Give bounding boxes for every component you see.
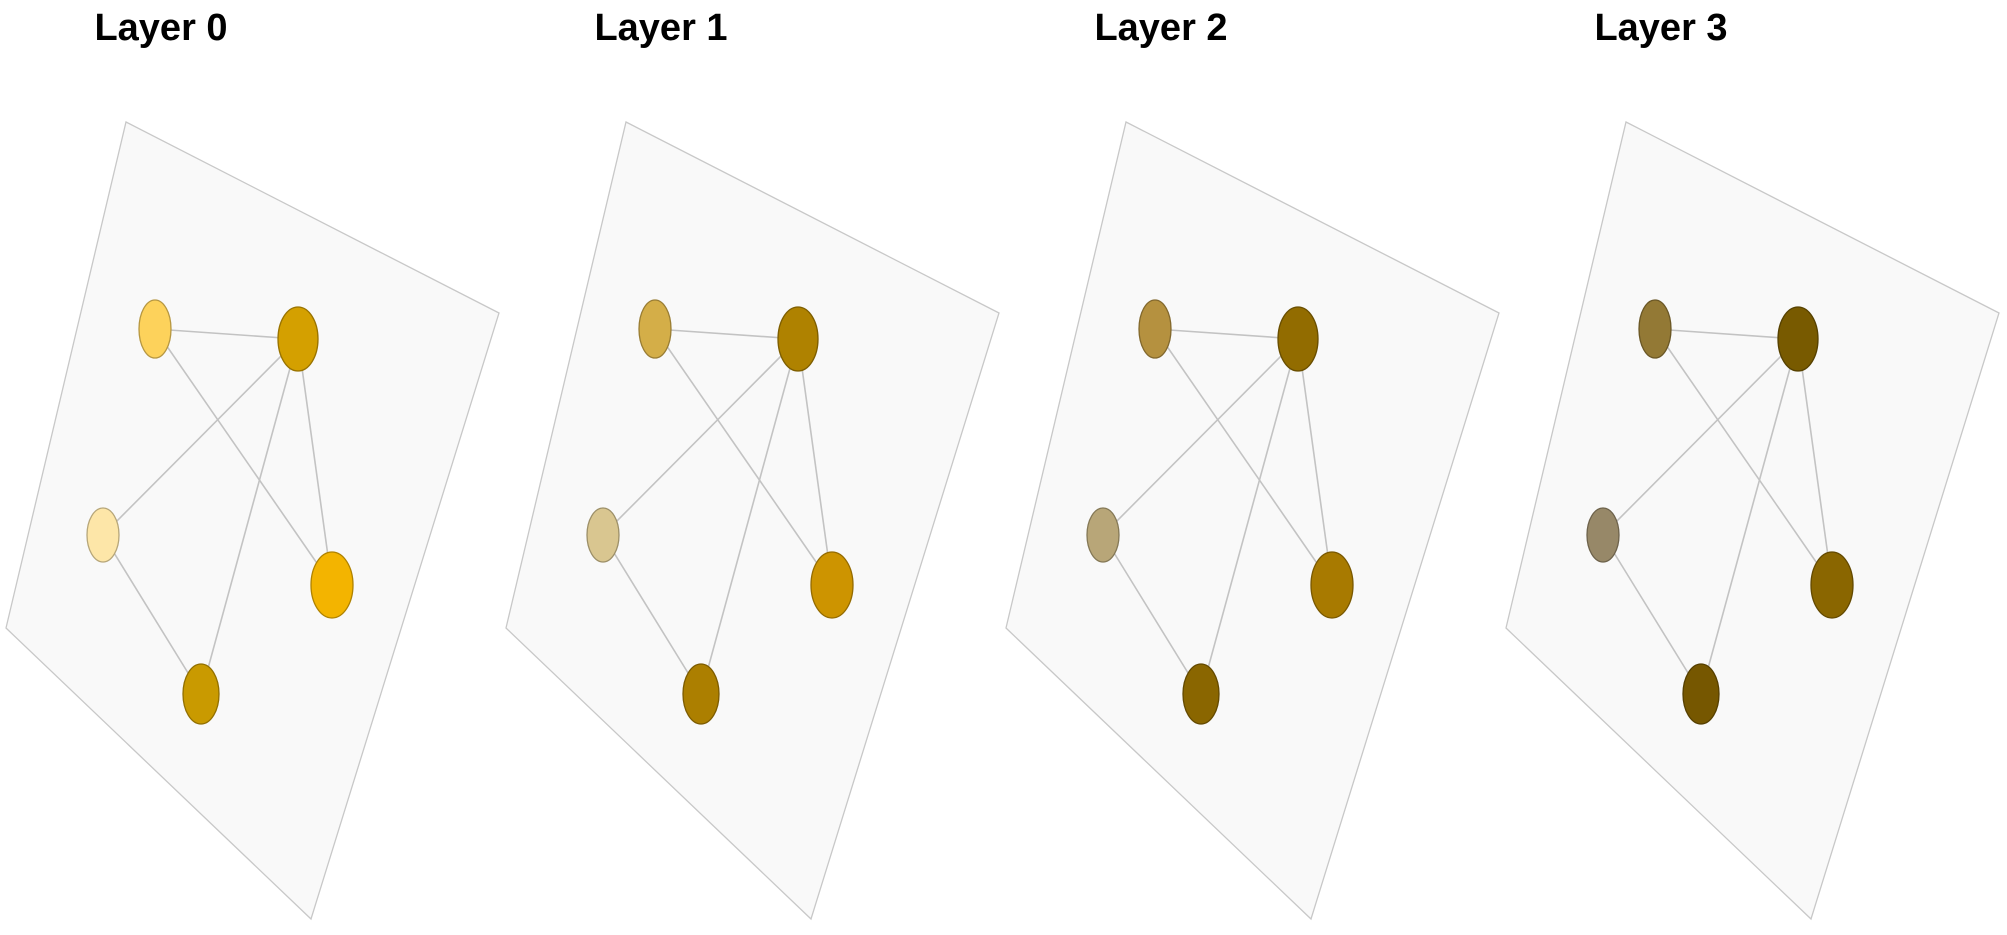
edge-n0-n1 xyxy=(654,328,799,340)
edge-n0-n1 xyxy=(154,328,299,340)
node-n4 xyxy=(682,663,720,725)
edge-n0-n3 xyxy=(1154,328,1333,586)
layer-plane xyxy=(1005,121,1500,921)
layer-panel-2: Layer 2 xyxy=(1005,7,1500,921)
layer-title: Layer 0 xyxy=(94,7,227,49)
node-n0 xyxy=(138,299,172,359)
layer-panel-3: Layer 3 xyxy=(1505,7,2000,921)
edge-n2-n4 xyxy=(1102,534,1202,695)
edge-n2-n4 xyxy=(102,534,202,695)
node-n1 xyxy=(1777,306,1819,372)
node-n4 xyxy=(182,663,220,725)
edge-n2-n4 xyxy=(602,534,702,695)
node-n3 xyxy=(810,551,854,619)
edge-n0-n3 xyxy=(654,328,833,586)
edge-n1-n3 xyxy=(1797,338,1833,586)
edge-n1-n4 xyxy=(1700,338,1799,695)
node-n0 xyxy=(638,299,672,359)
layer-panel-1: Layer 1 xyxy=(505,7,1000,921)
edge-n0-n1 xyxy=(1654,328,1799,340)
edge-n0-n3 xyxy=(154,328,333,586)
layer-plane xyxy=(505,121,1000,921)
node-n3 xyxy=(1310,551,1354,619)
edge-n0-n3 xyxy=(1654,328,1833,586)
layer-panel-0: Layer 0 xyxy=(5,7,500,921)
node-n2 xyxy=(86,507,120,563)
layer-plane xyxy=(5,121,500,921)
node-n1 xyxy=(777,306,819,372)
node-n1 xyxy=(277,306,319,372)
layer-title: Layer 3 xyxy=(1594,7,1727,49)
node-n1 xyxy=(1277,306,1319,372)
node-n3 xyxy=(1810,551,1854,619)
node-n0 xyxy=(1138,299,1172,359)
edge-n0-n1 xyxy=(1154,328,1299,340)
node-n3 xyxy=(310,551,354,619)
edge-n2-n4 xyxy=(1602,534,1702,695)
node-n2 xyxy=(1586,507,1620,563)
edge-n1-n2 xyxy=(1602,338,1799,536)
layer-title: Layer 2 xyxy=(1094,7,1227,49)
edge-n1-n3 xyxy=(297,338,333,586)
node-n2 xyxy=(586,507,620,563)
node-n0 xyxy=(1638,299,1672,359)
edge-n1-n2 xyxy=(1102,338,1299,536)
edge-n1-n3 xyxy=(1297,338,1333,586)
edge-n1-n2 xyxy=(602,338,799,536)
node-n2 xyxy=(1086,507,1120,563)
node-n4 xyxy=(1182,663,1220,725)
edge-n1-n4 xyxy=(700,338,799,695)
node-n4 xyxy=(1682,663,1720,725)
layer-plane xyxy=(1505,121,2000,921)
layer-title: Layer 1 xyxy=(594,7,727,49)
edge-n1-n4 xyxy=(1200,338,1299,695)
edge-n1-n4 xyxy=(200,338,299,695)
edge-n1-n3 xyxy=(797,338,833,586)
edge-n1-n2 xyxy=(102,338,299,536)
